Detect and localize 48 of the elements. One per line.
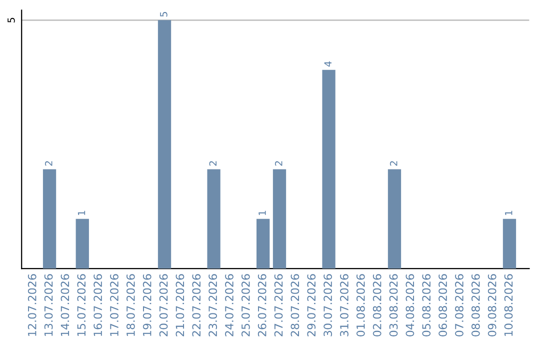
data-label: 1 [505,210,512,216]
data-label: 2 [390,161,398,166]
x-tick-label: 08.08.2026 [471,274,480,336]
x-tick-label: 17.07.2026 [110,274,118,336]
bar [502,218,516,269]
x-tick-label: 30.07.2026 [324,274,332,336]
x-tick-label: 16.07.2026 [94,274,102,336]
x-tick-label: 27.07.2026 [274,274,283,336]
x-tick-label: 05.08.2026 [422,274,431,336]
data-label: 2 [44,161,52,166]
x-tick-label: 07.08.2026 [455,274,464,336]
bar [42,169,56,269]
data-label: 1 [258,210,266,216]
x-tick-label: 23.07.2026 [208,274,218,336]
x-tick-label: 02.08.2026 [372,274,382,336]
x-tick-label: 09.08.2026 [488,274,496,336]
bar [207,169,220,269]
x-tick-label: 04.08.2026 [406,274,414,336]
data-label: 2 [209,161,216,166]
data-label: 2 [274,161,282,166]
bar [388,169,402,269]
x-tick-label: 31.07.2026 [340,274,348,336]
x-tick-label: 20.07.2026 [159,274,168,336]
data-label: 4 [324,61,332,67]
x-tick-label: 29.07.2026 [307,274,316,336]
bar [256,218,270,269]
bar [158,20,172,269]
bar [322,70,336,269]
x-tick-label: 03.08.2026 [389,274,398,336]
x-tick-label: 22.07.2026 [192,274,201,336]
x-tick-label: 26.07.2026 [258,274,266,336]
x-tick-label: 25.07.2026 [241,274,250,336]
x-tick-label: 13.07.2026 [44,274,53,336]
x-tick-label: 10.08.2026 [504,274,513,336]
data-label: 1 [78,210,86,216]
x-tick-label: 18.07.2026 [126,274,135,336]
x-tick-label: 21.07.2026 [176,274,184,336]
x-tick-label: 24.07.2026 [225,274,234,336]
x-tick-label: 19.07.2026 [142,274,152,336]
x-tick-label: 12.07.2026 [28,274,36,336]
x-tick-label: 14.07.2026 [60,274,70,336]
data-label: 5 [160,12,168,17]
x-tick-label: 01.08.2026 [356,274,365,336]
x-tick-label: 06.08.2026 [438,274,448,336]
bar [272,169,286,269]
x-tick-label: 28.07.2026 [290,274,300,336]
bar [76,218,89,269]
x-tick-label: 15.07.2026 [77,274,86,336]
